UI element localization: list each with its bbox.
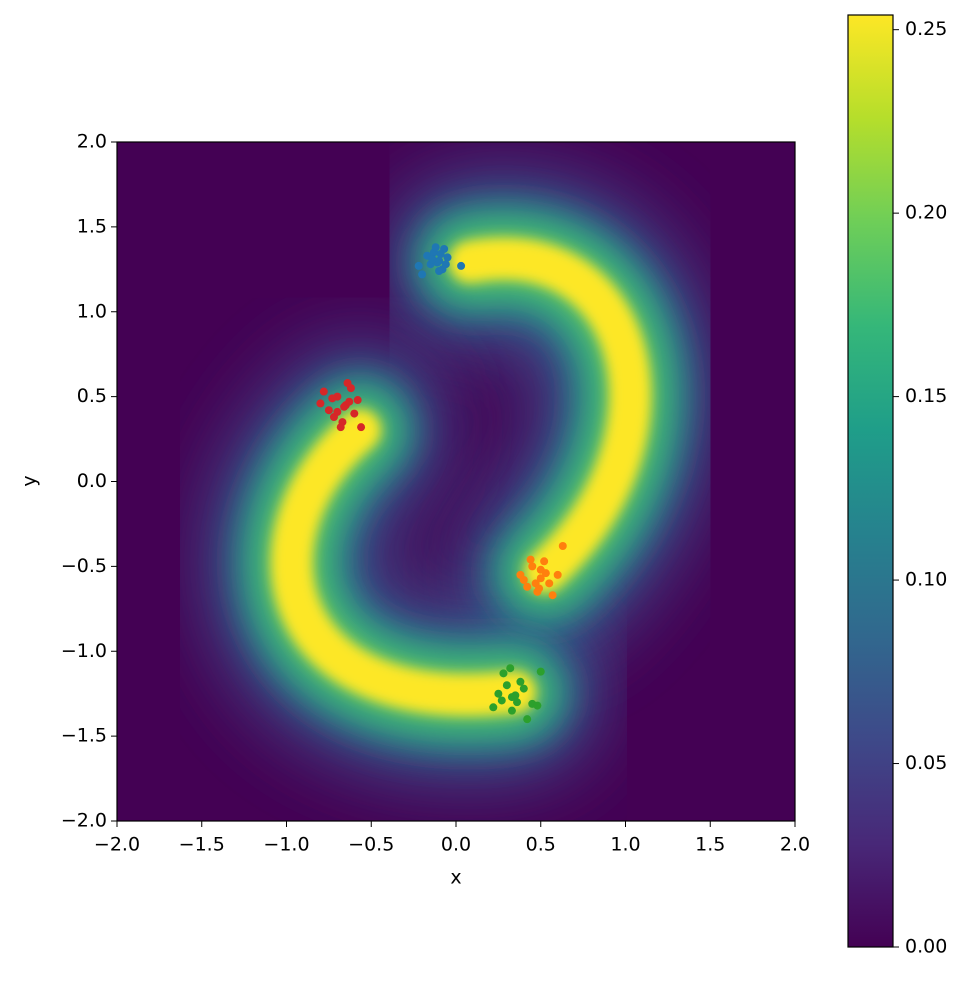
point: [333, 407, 342, 416]
y-tick-label: 1.0: [77, 300, 107, 322]
point: [513, 698, 522, 707]
point: [316, 399, 325, 408]
point: [516, 677, 525, 686]
point: [553, 570, 562, 579]
x-axis-label: x: [450, 867, 461, 889]
point: [516, 570, 525, 579]
point: [457, 261, 466, 270]
y-tick-label: 1.5: [77, 215, 107, 237]
point: [494, 689, 503, 698]
colorbar-tick-label: 0.10: [905, 569, 947, 591]
point: [536, 667, 545, 676]
density-image: [117, 142, 795, 821]
point: [353, 396, 362, 405]
point: [535, 584, 544, 593]
x-tick-label: 1.5: [695, 834, 725, 856]
x-tick-label: 2.0: [780, 834, 810, 856]
point: [558, 542, 567, 551]
y-tick-label: −1.5: [61, 725, 107, 747]
point: [533, 701, 542, 710]
point: [345, 397, 354, 406]
point: [414, 261, 423, 270]
x-tick-label: −2.0: [94, 834, 140, 856]
point: [523, 582, 532, 591]
point: [324, 406, 333, 415]
point: [340, 402, 349, 411]
point: [502, 681, 511, 690]
point: [519, 684, 528, 693]
y-tick-label: −2.0: [61, 810, 107, 832]
point: [328, 394, 337, 403]
point: [489, 703, 498, 712]
point: [343, 379, 352, 388]
y-tick-label: 2.0: [77, 131, 107, 153]
point: [431, 243, 440, 252]
y-tick-label: −0.5: [61, 555, 107, 577]
point: [545, 579, 554, 588]
point: [436, 250, 445, 259]
point: [350, 409, 359, 418]
point: [499, 669, 508, 678]
point: [418, 270, 427, 279]
colorbar-tick-label: 0.25: [905, 18, 947, 40]
point: [336, 423, 345, 432]
point: [506, 664, 515, 673]
colorbar: [847, 14, 894, 948]
colorbar-tick-label: 0.00: [905, 936, 947, 958]
y-tick-label: 0.0: [77, 470, 107, 492]
point: [511, 691, 520, 700]
y-axis-label: y: [19, 475, 41, 486]
point: [540, 557, 549, 566]
x-tick-label: 0.5: [526, 834, 556, 856]
point: [441, 260, 450, 269]
point: [528, 562, 537, 571]
x-tick-label: −0.5: [348, 834, 394, 856]
x-tick-label: 1.0: [610, 834, 640, 856]
point: [435, 267, 444, 276]
point: [548, 591, 557, 600]
point: [523, 715, 532, 724]
colorbar-tick-label: 0.05: [905, 752, 947, 774]
point: [428, 255, 437, 264]
point: [507, 706, 516, 715]
point: [443, 253, 452, 262]
point: [497, 696, 506, 705]
point: [541, 569, 550, 578]
point: [319, 387, 328, 396]
x-tick-label: −1.5: [179, 834, 225, 856]
point: [357, 423, 366, 432]
point: [526, 555, 535, 564]
x-tick-label: −1.0: [263, 834, 309, 856]
y-tick-label: −1.0: [61, 640, 107, 662]
colorbar-tick-label: 0.20: [905, 202, 947, 224]
y-tick-label: 0.5: [77, 385, 107, 407]
colorbar-tick-label: 0.15: [905, 385, 947, 407]
point: [536, 574, 545, 583]
x-tick-label: 0.0: [441, 834, 471, 856]
